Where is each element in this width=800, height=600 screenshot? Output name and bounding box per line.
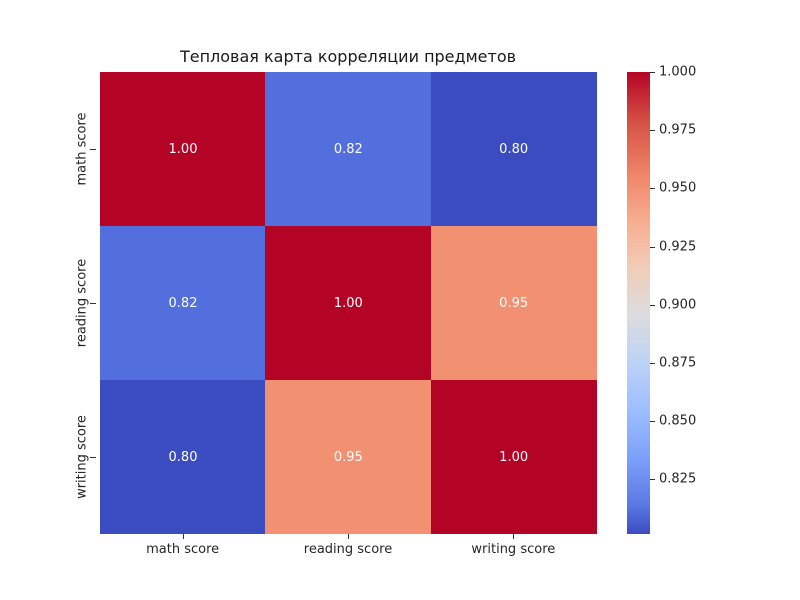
colorbar-tick-label: 0.850 <box>659 413 697 429</box>
heatmap-cell: 1.00 <box>430 380 597 534</box>
y-tick <box>90 149 96 150</box>
x-tick <box>182 534 184 539</box>
x-tick-label: math score <box>146 542 220 557</box>
x-tick-label: writing score <box>471 542 556 557</box>
colorbar-tick-label: 0.825 <box>659 471 697 487</box>
colorbar-tick-label: 0.925 <box>659 239 697 255</box>
y-tick-label: writing score <box>74 415 90 499</box>
colorbar-tick-label: 0.875 <box>659 355 697 371</box>
colorbar-tick <box>650 130 655 132</box>
colorbar-tick <box>650 479 655 481</box>
colorbar-tick-label: 0.950 <box>659 180 697 196</box>
heatmap-cell: 0.82 <box>100 226 266 380</box>
x-tick <box>513 534 515 539</box>
heatmap-cell: 1.00 <box>265 226 432 380</box>
heatmap-cell: 0.95 <box>430 226 597 380</box>
heatmap-cell: 1.00 <box>100 72 266 226</box>
y-tick-label: math score <box>74 112 90 186</box>
colorbar-tick-label: 0.975 <box>659 122 697 138</box>
y-tick-label: reading score <box>74 258 90 348</box>
colorbar-tick <box>650 188 655 190</box>
colorbar-tick <box>650 421 655 423</box>
colorbar-tick-label: 0.900 <box>659 297 697 313</box>
y-tick <box>90 303 96 304</box>
colorbar <box>627 72 650 534</box>
colorbar-tick-label: 1.000 <box>659 64 697 80</box>
heatmap-cell: 0.80 <box>100 380 266 534</box>
colorbar-tick <box>650 304 655 306</box>
colorbar-tick <box>650 72 655 73</box>
chart-title: Тепловая карта корреляции предметов <box>179 47 517 66</box>
heatmap-cell: 0.95 <box>265 380 432 534</box>
colorbar-tick <box>650 246 655 248</box>
x-tick-label: reading score <box>303 542 393 557</box>
heatmap-cell: 0.82 <box>265 72 432 226</box>
x-tick <box>348 534 349 539</box>
heatmap-grid: 1.00 0.82 0.80 0.82 1.00 0.95 0.80 0.95 1.00 <box>100 72 597 534</box>
y-tick <box>90 457 96 458</box>
heatmap-cell: 0.80 <box>430 72 597 226</box>
colorbar-tick <box>650 362 655 364</box>
